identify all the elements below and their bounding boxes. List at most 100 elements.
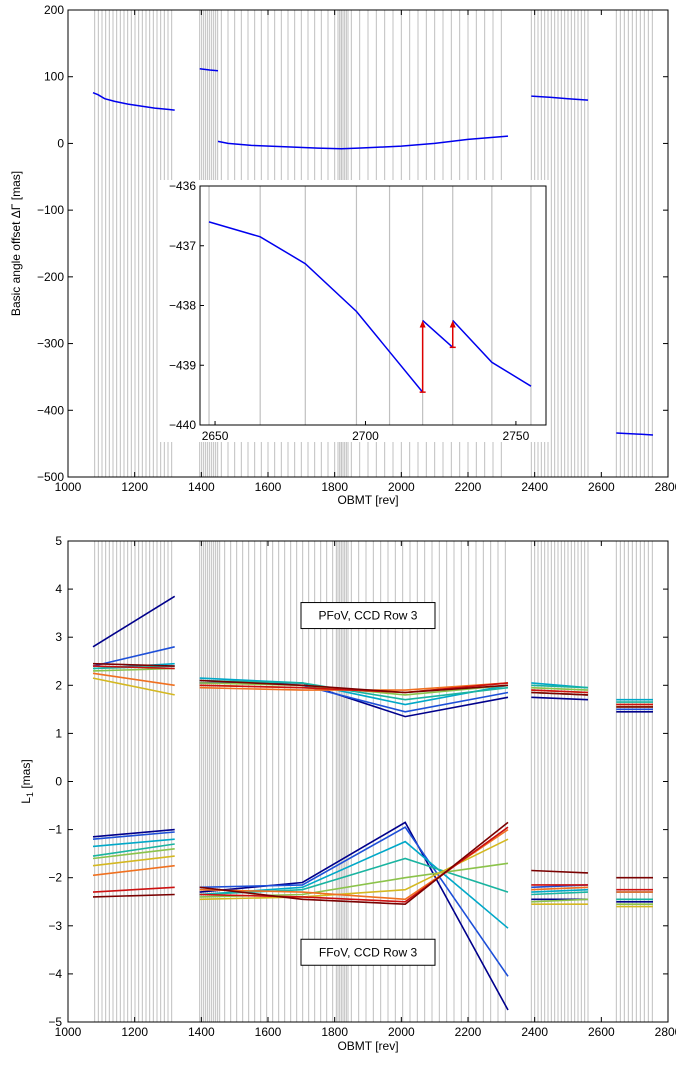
bottom-ytick-label-9: 4 (55, 582, 62, 596)
pfov-series-8-seg-2 (531, 691, 589, 696)
top-ytick-label-6: 100 (44, 70, 64, 84)
ffov-series-4-seg-0 (92, 848, 175, 860)
top-ytick-label-7: 200 (44, 3, 64, 17)
pfov-series-0-seg-0 (92, 595, 176, 648)
inset-background (158, 180, 550, 442)
bottom-ytick-label-6: 1 (55, 726, 62, 740)
ffov-series-2-seg-0 (92, 838, 175, 848)
bottom-ytick-label-1: −4 (48, 967, 62, 981)
top-ytick-label-3: −200 (37, 270, 64, 284)
top-series-0 (92, 92, 175, 111)
annotation-box-0 (300, 602, 436, 630)
pfov-series-8-seg-0 (92, 662, 175, 667)
bottom-ytick-label-7: 2 (55, 678, 62, 692)
ffov-series-3-seg-0 (92, 843, 175, 857)
top-x-axis-label: OBMT [rev] (337, 493, 398, 507)
inset-ytick-label-1: −439 (169, 358, 196, 372)
inset-ytick-label-0: −440 (169, 418, 196, 432)
ffov-series-5-seg-0 (92, 855, 175, 867)
bottom-ytick-label-3: −2 (48, 871, 62, 885)
ffov-series-0-seg-0 (92, 828, 175, 838)
annotation-label-0: PFoV, CCD Row 3 (319, 609, 418, 623)
inset-ytick-label-3: −437 (169, 239, 196, 253)
pfov-series-0-seg-2 (531, 696, 589, 701)
ffov-series-8-seg-0 (92, 893, 175, 898)
top-xtick-label-9: 2800 (655, 480, 676, 494)
ffov-series-4-seg-2 (531, 898, 589, 903)
top-xtick-label-5: 2000 (388, 480, 415, 494)
top-series-4 (616, 432, 654, 436)
inset-ytick-label-2: −438 (169, 299, 196, 313)
inset-jump-arrowhead-1 (449, 320, 456, 328)
ffov-series-7-seg-0 (92, 886, 175, 893)
top-xtick-label-4: 1800 (321, 480, 348, 494)
pfov-series-3-seg-2 (531, 684, 589, 689)
top-ytick-label-5: 0 (57, 136, 64, 150)
bottom-ytick-label-2: −3 (48, 919, 62, 933)
ffov-series-1-seg-1 (199, 826, 509, 977)
top-series-2 (217, 135, 509, 150)
bottom-ytick-label-10: 5 (55, 534, 62, 548)
inset-series-2 (452, 319, 532, 387)
ffov-series-8-seg-2 (531, 869, 589, 874)
pfov-series-7-seg-0 (92, 665, 175, 670)
pfov-series-5-seg-0 (92, 677, 175, 696)
inset-ytick-label-4: −436 (169, 179, 196, 193)
top-ytick-label-0: −500 (37, 470, 64, 484)
inset-xtick-label-2: 2750 (503, 429, 530, 443)
bottom-plot: 1000 1200 1400 1600 1800 2000 2200 2400 2600 2800… (19, 534, 676, 1053)
pfov-series-7-seg-2 (531, 689, 589, 694)
annotation-label-1: FFoV, CCD Row 3 (319, 945, 418, 959)
bottom-ytick-label-5: 0 (55, 775, 62, 789)
top-xtick-label-3: 1600 (255, 480, 282, 494)
inset-plot: 2650 2700 2750 −440 −439 −438 −437 −436 (158, 179, 550, 443)
ffov-series-1-seg-0 (92, 831, 175, 840)
bottom-xtick-label-6: 2200 (455, 1025, 482, 1039)
ffov-series-6-seg-0 (92, 864, 175, 877)
bottom-xtick-label-1: 1200 (121, 1025, 148, 1039)
top-ytick-label-1: −400 (37, 403, 64, 417)
bottom-xtick-label-8: 2600 (588, 1025, 615, 1039)
top-axes-frame (67, 9, 669, 478)
pfov-series-2-seg-1 (199, 677, 509, 706)
top-xtick-label-0: 1000 (55, 480, 82, 494)
bottom-xtick-label-4: 1800 (321, 1025, 348, 1039)
top-series-3 (531, 95, 589, 101)
pfov-series-7-seg-1 (199, 682, 509, 694)
pfov-series-8-seg-1 (199, 679, 509, 694)
ffov-series-3-seg-2 (531, 891, 589, 896)
pfov-series-1-seg-0 (92, 646, 175, 667)
top-series-1 (199, 67, 219, 72)
annotation-box-1 (300, 938, 436, 966)
ffov-series-2-seg-2 (531, 888, 589, 893)
pfov-series-4-seg-2 (531, 686, 589, 691)
bottom-ytick-label-4: −1 (48, 823, 62, 837)
bottom-xtick-label-2: 1400 (188, 1025, 215, 1039)
bottom-xtick-label-7: 2400 (521, 1025, 548, 1039)
top-xtick-label-1: 1200 (121, 480, 148, 494)
top-xtick-label-2: 1400 (188, 480, 215, 494)
ffov-series-7-seg-1 (199, 826, 509, 903)
bottom-ytick-label-8: 3 (55, 630, 62, 644)
top-xtick-label-8: 2600 (588, 480, 615, 494)
bottom-xtick-label-3: 1600 (255, 1025, 282, 1039)
top-plot: 1000120014001600180020002200240026002800… (9, 3, 676, 507)
inset-xtick-label-0: 2650 (202, 429, 229, 443)
pfov-series-3-seg-1 (199, 679, 509, 701)
top-ytick-label-2: −300 (37, 337, 64, 351)
bottom-y-axis-label: L1 [mas] (19, 759, 35, 803)
ffov-series-0-seg-1 (199, 821, 509, 1011)
inset-xtick-label-1: 2700 (352, 429, 379, 443)
top-xtick-label-6: 2200 (455, 480, 482, 494)
bottom-xtick-label-9: 2800 (655, 1025, 676, 1039)
inset-series-1 (422, 319, 454, 348)
top-xtick-label-7: 2400 (521, 480, 548, 494)
pfov-series-6-seg-0 (92, 672, 175, 687)
bottom-xtick-label-0: 1000 (55, 1025, 82, 1039)
ffov-series-3-seg-1 (199, 857, 509, 896)
bottom-x-axis-label: OBMT [rev] (337, 1039, 398, 1053)
inset-series-0 (208, 221, 424, 393)
top-y-axis-label: Basic angle offset ΔΓ [mas] (9, 171, 23, 316)
bottom-xtick-label-5: 2000 (388, 1025, 415, 1039)
